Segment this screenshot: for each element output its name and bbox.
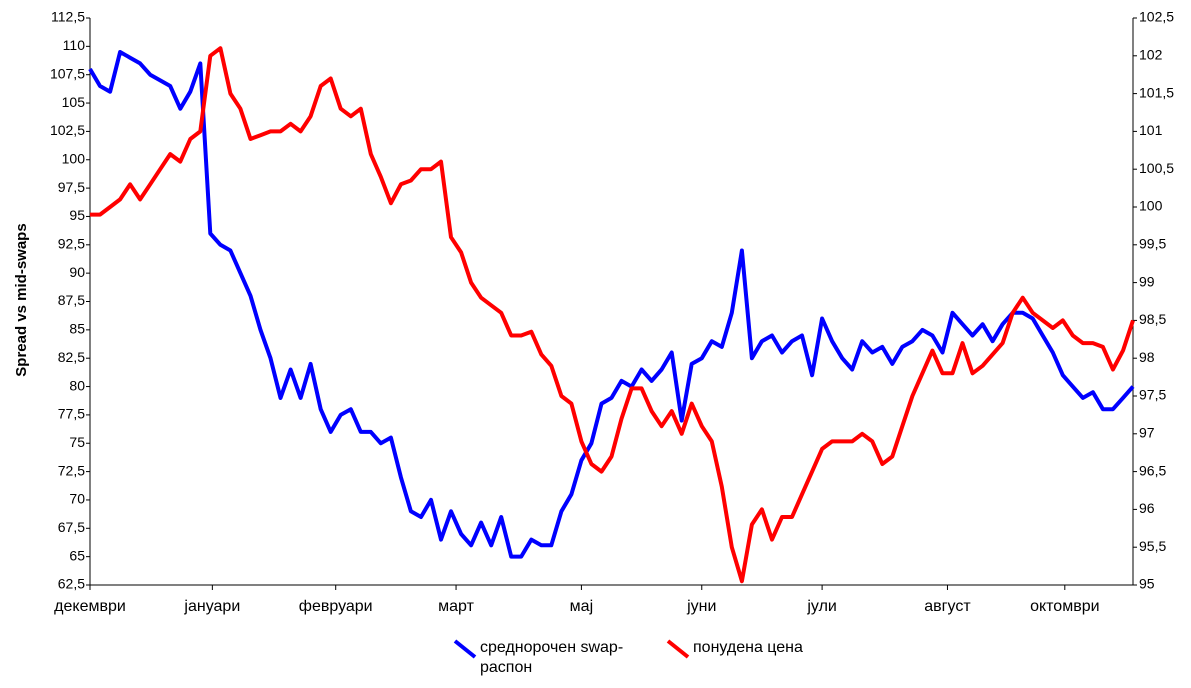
x-tick-label: февруари: [299, 598, 373, 615]
x-tick-label: октомври: [1030, 598, 1099, 615]
legend-label: среднорочен swap-распон: [480, 639, 624, 676]
x-tick-label: јули: [806, 598, 836, 615]
y2-tick-label: 99: [1139, 273, 1155, 289]
y-tick-label: 72,5: [58, 462, 85, 478]
y-tick-label: 70: [69, 491, 85, 507]
legend-icon: [666, 639, 690, 659]
legend-swatch: [453, 639, 477, 659]
legend-icon: [453, 639, 477, 659]
y-tick-label: 82,5: [58, 349, 85, 365]
y-tick-label: 75: [69, 434, 85, 450]
y2-tick-label: 102,5: [1139, 9, 1174, 25]
chart: Spread vs mid-swaps 62,5 65 67,5 70 72,5 75 77…: [13, 9, 1174, 616]
y-axis-label: Spread vs mid-swaps: [13, 223, 30, 376]
x-tick-label: декември: [54, 598, 126, 615]
y2-tick-label: 99,5: [1139, 236, 1166, 252]
y2-tick-label: 100,5: [1139, 160, 1174, 176]
y-tick-label: 107,5: [50, 65, 85, 81]
y-tick-label: 65: [69, 547, 85, 563]
y-tick-label: 87,5: [58, 292, 85, 308]
y-tick-label: 85: [69, 321, 85, 337]
y2-tick-label: 95: [1139, 576, 1155, 592]
y-tick-label: 95: [69, 207, 85, 223]
series-line: [90, 46, 1135, 584]
legend-item: среднорочен swap-распон: [452, 638, 660, 678]
y-tick-label: 92,5: [58, 236, 85, 252]
y2-tick-label: 100: [1139, 198, 1163, 214]
y2-tick-label: 97: [1139, 425, 1155, 441]
y-tick-label: 77,5: [58, 406, 85, 422]
y2-tick-label: 102: [1139, 47, 1163, 63]
y-tick-label: 100: [62, 150, 86, 166]
y2-tick-label: 98,5: [1139, 311, 1166, 327]
y2-tick-label: 98: [1139, 349, 1155, 365]
x-tick-label: мај: [570, 598, 593, 615]
y-tick-label: 105: [62, 94, 86, 110]
y-tick-label: 80: [69, 377, 85, 393]
legend-swatch: [666, 639, 690, 659]
series-line: [88, 50, 1135, 559]
y2-tick-label: 96: [1139, 500, 1155, 516]
y-tick-label: 67,5: [58, 519, 85, 535]
x-tick-label: јануари: [183, 598, 240, 615]
y-tick-label: 62,5: [58, 576, 85, 592]
y-tick-label: 112,5: [51, 9, 85, 25]
legend-item: понудена цена: [665, 638, 803, 660]
x-tick-label: јуни: [686, 598, 716, 615]
x-tick-label: март: [438, 598, 474, 615]
legend-label: понудена цена: [693, 639, 803, 656]
y2-tick-label: 96,5: [1139, 462, 1166, 478]
y-tick-label: 110: [63, 37, 86, 53]
y-tick-label: 97,5: [58, 179, 85, 195]
y2-tick-label: 101: [1139, 122, 1163, 138]
y2-tick-label: 97,5: [1139, 387, 1166, 403]
y2-tick-label: 101,5: [1139, 84, 1174, 100]
y-tick-label: 90: [69, 264, 85, 280]
y-tick-label: 102,5: [50, 122, 85, 138]
y2-tick-label: 95,5: [1139, 538, 1166, 554]
x-tick-label: август: [924, 598, 971, 615]
